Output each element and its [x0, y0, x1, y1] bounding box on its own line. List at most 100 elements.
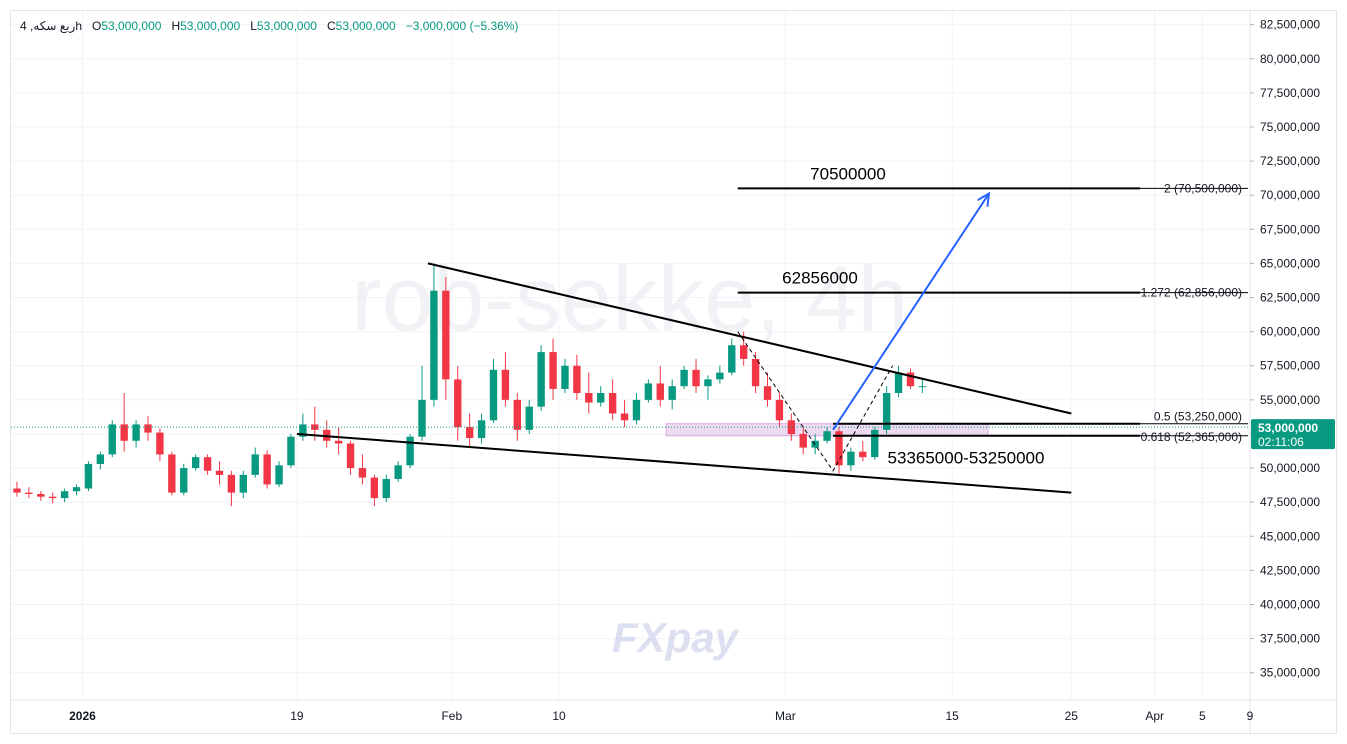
candle-body [597, 393, 605, 403]
price-tick-label: 77,500,000 [1260, 86, 1320, 100]
candle-body [275, 465, 283, 485]
candle-body [620, 413, 629, 421]
candle-body [501, 369, 510, 400]
target-label-70500000: 70500000 [810, 164, 886, 183]
candle-body [454, 379, 462, 428]
candles-group [13, 263, 927, 507]
candle-body [549, 352, 557, 389]
low-label: L [250, 19, 257, 33]
candle-body [573, 365, 581, 394]
close-label: C [326, 19, 336, 33]
price-tick-label: 70,000,000 [1260, 188, 1320, 202]
price-tag-countdown: 02:11:06 [1258, 435, 1304, 449]
price-tag-bg [1251, 419, 1335, 450]
price-tick-label: 55,000,000 [1260, 393, 1320, 407]
candle-body [668, 386, 676, 400]
price-tick-label: 80,000,000 [1260, 52, 1320, 66]
candle-body [513, 399, 522, 430]
candle-body [728, 345, 736, 373]
price-tick-label: 42,500,000 [1260, 563, 1320, 577]
time-axis[interactable]: 2026 19 Feb 10 Mar 15 25 Apr 5 9 [11, 699, 1336, 723]
open-value: 53,000,000 [101, 19, 162, 33]
candle-body [418, 399, 426, 437]
fib-level-label: 0.618 (52,365,000) [1141, 430, 1242, 444]
candle-body [608, 393, 617, 414]
candle-body [394, 465, 402, 479]
change-value: −3,000,000 (−5.36%) [405, 19, 519, 33]
candle-body [763, 386, 772, 400]
candle-body [477, 420, 486, 439]
candle-body [871, 429, 879, 458]
candle-body [859, 451, 867, 458]
candle-body [13, 488, 21, 493]
candle-body [37, 493, 45, 497]
candle-body [704, 379, 712, 387]
symbol-legend: ربع سکه, 4h O53,000,000 H53,000,000 L53,… [20, 19, 518, 33]
chart-frame[interactable] [10, 10, 1337, 734]
candle-body [847, 451, 855, 466]
candle-body [751, 358, 760, 387]
fib-level-label: 0.5 (53,250,000) [1154, 410, 1242, 424]
candle-body [156, 432, 164, 455]
candle-body [537, 352, 545, 407]
candle-body [525, 406, 533, 430]
candle-body [263, 454, 271, 485]
fxpay-logo: FXpay [612, 614, 741, 661]
time-tick-label: 9 [1247, 709, 1254, 723]
candle-body [132, 424, 140, 441]
candle-body [25, 492, 33, 494]
candle-body [203, 457, 212, 471]
candle-body [465, 427, 474, 439]
time-tick-label: 2026 [69, 709, 96, 723]
fib-level-label: 2 (70,500,000) [1164, 181, 1242, 195]
candle-body [430, 290, 438, 400]
candle-body [168, 454, 176, 493]
swing-dashed-line [737, 331, 894, 472]
candle-body [823, 431, 831, 441]
candle-body [215, 470, 224, 475]
close-value: 53,000,000 [335, 19, 396, 33]
candle-body [799, 433, 807, 448]
candle-body [692, 369, 700, 387]
target-label-62856000: 62856000 [782, 269, 858, 288]
candle-body [489, 369, 498, 421]
candle-body [239, 474, 248, 493]
candle-body [561, 365, 569, 389]
trendline-lower [296, 432, 1072, 494]
price-tick-label: 50,000,000 [1260, 461, 1320, 475]
candle-body [191, 457, 200, 469]
price-tick-label: 45,000,000 [1260, 529, 1320, 543]
time-tick-label: Apr [1145, 709, 1164, 723]
time-tick-label: Feb [441, 709, 462, 723]
drawings-group: 2 (70,500,000) 1.272 (62,856,000) 0.5 (53,… [11, 164, 1250, 494]
price-tick-label: 60,000,000 [1260, 325, 1320, 339]
candle-body [632, 399, 641, 421]
open-label: O [92, 19, 102, 33]
time-tick-label: 19 [290, 709, 304, 723]
price-axis[interactable]: 35,000,000 37,500,000 40,000,000 42,500,000… [1249, 11, 1335, 733]
time-tick-label: 25 [1065, 709, 1079, 723]
zone-range-label: 53365000-53250000 [888, 449, 1045, 468]
chart-grid [11, 11, 1251, 700]
price-tag-value: 53,000,000 [1258, 421, 1318, 435]
candle-body [442, 290, 450, 380]
candle-body [882, 393, 891, 430]
projection-arrow [832, 195, 988, 431]
time-tick-label: 5 [1199, 709, 1206, 723]
candle-body [96, 454, 105, 464]
price-tick-label: 67,500,000 [1260, 222, 1320, 236]
price-tick-label: 57,500,000 [1260, 359, 1320, 373]
candle-body [180, 468, 188, 493]
candle-body [716, 372, 724, 380]
candle-body [49, 496, 57, 499]
candle-body [84, 463, 93, 489]
candle-body [680, 369, 688, 387]
time-tick-label: 15 [945, 709, 959, 723]
candle-body [60, 491, 69, 499]
high-value: 53,000,000 [180, 19, 241, 33]
time-tick-label: Mar [775, 709, 796, 723]
candle-body [918, 386, 927, 388]
price-tick-label: 65,000,000 [1260, 256, 1320, 270]
